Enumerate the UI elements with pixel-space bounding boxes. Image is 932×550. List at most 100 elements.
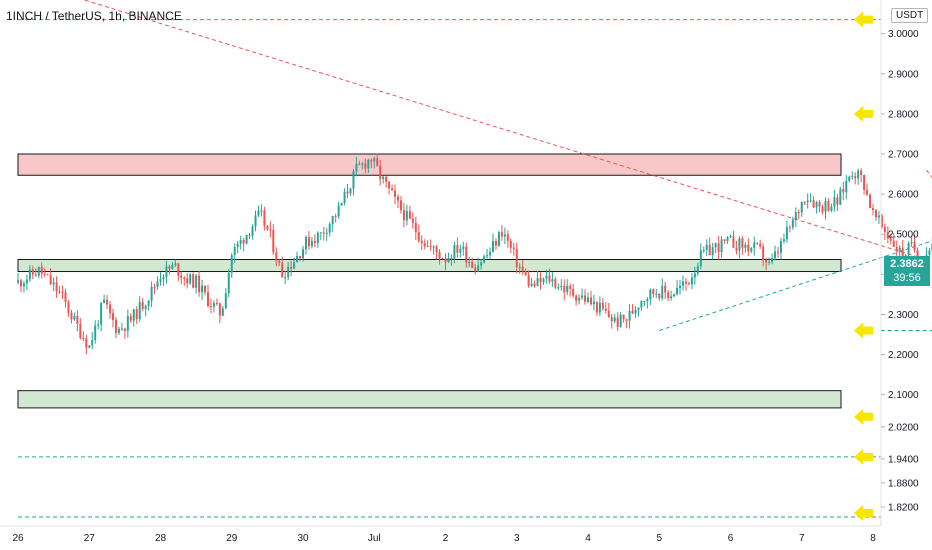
candle-body <box>100 302 103 325</box>
candle-body <box>824 201 827 212</box>
candle-body <box>741 238 744 248</box>
price-tick-label: 3.0000 <box>888 29 919 40</box>
candle-body <box>106 299 109 305</box>
candle-body <box>774 251 777 259</box>
candle-body <box>604 308 607 311</box>
candle-body <box>129 316 132 321</box>
candle-body <box>803 201 806 203</box>
candle-body <box>361 163 364 165</box>
candle-body <box>684 281 687 284</box>
candle-body <box>358 163 361 165</box>
trendline-1 <box>659 240 932 331</box>
candle-body <box>515 249 518 268</box>
candle-body <box>25 279 28 284</box>
time-tick-label: 30 <box>297 533 309 544</box>
candle-body <box>192 274 195 288</box>
candle-body <box>631 310 634 314</box>
candle-body <box>153 286 156 288</box>
candle-body <box>468 261 471 263</box>
candle-body <box>690 277 693 285</box>
candle-body <box>123 328 126 331</box>
candle-body <box>738 238 741 251</box>
candle-body <box>782 239 785 242</box>
candle-body <box>530 283 533 287</box>
candle-body <box>61 291 64 293</box>
candle-body <box>189 274 192 284</box>
candle-body <box>869 194 872 209</box>
candle-body <box>664 285 667 293</box>
candle-body <box>138 302 141 319</box>
candle-body <box>589 297 592 304</box>
candle-body <box>539 277 542 283</box>
candle-body <box>812 200 815 208</box>
candle-body <box>717 243 720 253</box>
candle-body <box>97 324 100 326</box>
time-tick-label: 29 <box>226 533 238 544</box>
time-tick-label: 4 <box>585 533 591 544</box>
time-tick-label: 28 <box>155 533 167 544</box>
candle-body <box>658 293 661 299</box>
candle-body <box>842 188 845 193</box>
candle-body <box>28 269 31 280</box>
candle-body <box>391 188 394 191</box>
candle-body <box>492 241 494 252</box>
price-tick-label: 2.7000 <box>888 150 919 161</box>
candle-body <box>524 271 527 275</box>
candle-body <box>640 301 643 308</box>
candle-body <box>474 267 477 272</box>
candle-body <box>613 317 616 322</box>
candle-body <box>744 244 747 248</box>
candle-body <box>103 299 106 303</box>
price-tick-label: 2.3000 <box>888 310 919 321</box>
candle-body <box>394 190 397 197</box>
candle-body <box>221 308 224 316</box>
time-tick-label: 5 <box>656 533 662 544</box>
candle-body <box>880 215 883 228</box>
candle-body <box>895 246 898 252</box>
candle-body <box>22 283 25 287</box>
candle-body <box>126 316 129 331</box>
candle-body <box>236 243 239 247</box>
candle-body <box>720 239 723 253</box>
candle-body <box>765 260 768 263</box>
candle-body <box>67 301 70 313</box>
last-price-label: 2.3862 39:56 <box>884 256 930 286</box>
candle-body <box>260 210 263 212</box>
candle-body <box>120 328 123 330</box>
candle-body <box>331 215 334 225</box>
candle-body <box>785 227 788 240</box>
candle-body <box>79 323 82 339</box>
candle-body <box>545 275 548 279</box>
candle-body <box>352 171 355 189</box>
candle-body <box>800 201 803 213</box>
candle-body <box>456 245 459 253</box>
candle-body <box>174 263 177 265</box>
target-arrow-icon <box>854 505 873 522</box>
candle-body <box>711 247 714 256</box>
target-arrow-icon <box>854 448 873 465</box>
target-arrow-icon <box>854 408 873 425</box>
candle-body <box>414 222 417 233</box>
candle-body <box>429 245 432 248</box>
candle-body <box>275 252 278 261</box>
candle-body <box>340 203 343 206</box>
time-tick-label: 6 <box>728 533 734 544</box>
candle-body <box>904 255 907 257</box>
candle-body <box>272 230 275 253</box>
candle-body <box>302 249 304 259</box>
candle-body <box>426 245 429 247</box>
candle-body <box>527 274 530 287</box>
candle-body <box>872 208 874 211</box>
candle-body <box>355 163 358 172</box>
candle-body <box>806 200 809 202</box>
candle-body <box>201 285 204 293</box>
candle-body <box>316 232 319 244</box>
price-tick-label: 2.0200 <box>888 422 919 433</box>
currency-unit-button[interactable]: USDT <box>891 8 929 23</box>
candle-body <box>628 310 631 321</box>
target-arrow-icon <box>854 11 873 28</box>
candle-body <box>367 159 370 169</box>
candle-body <box>382 176 385 179</box>
